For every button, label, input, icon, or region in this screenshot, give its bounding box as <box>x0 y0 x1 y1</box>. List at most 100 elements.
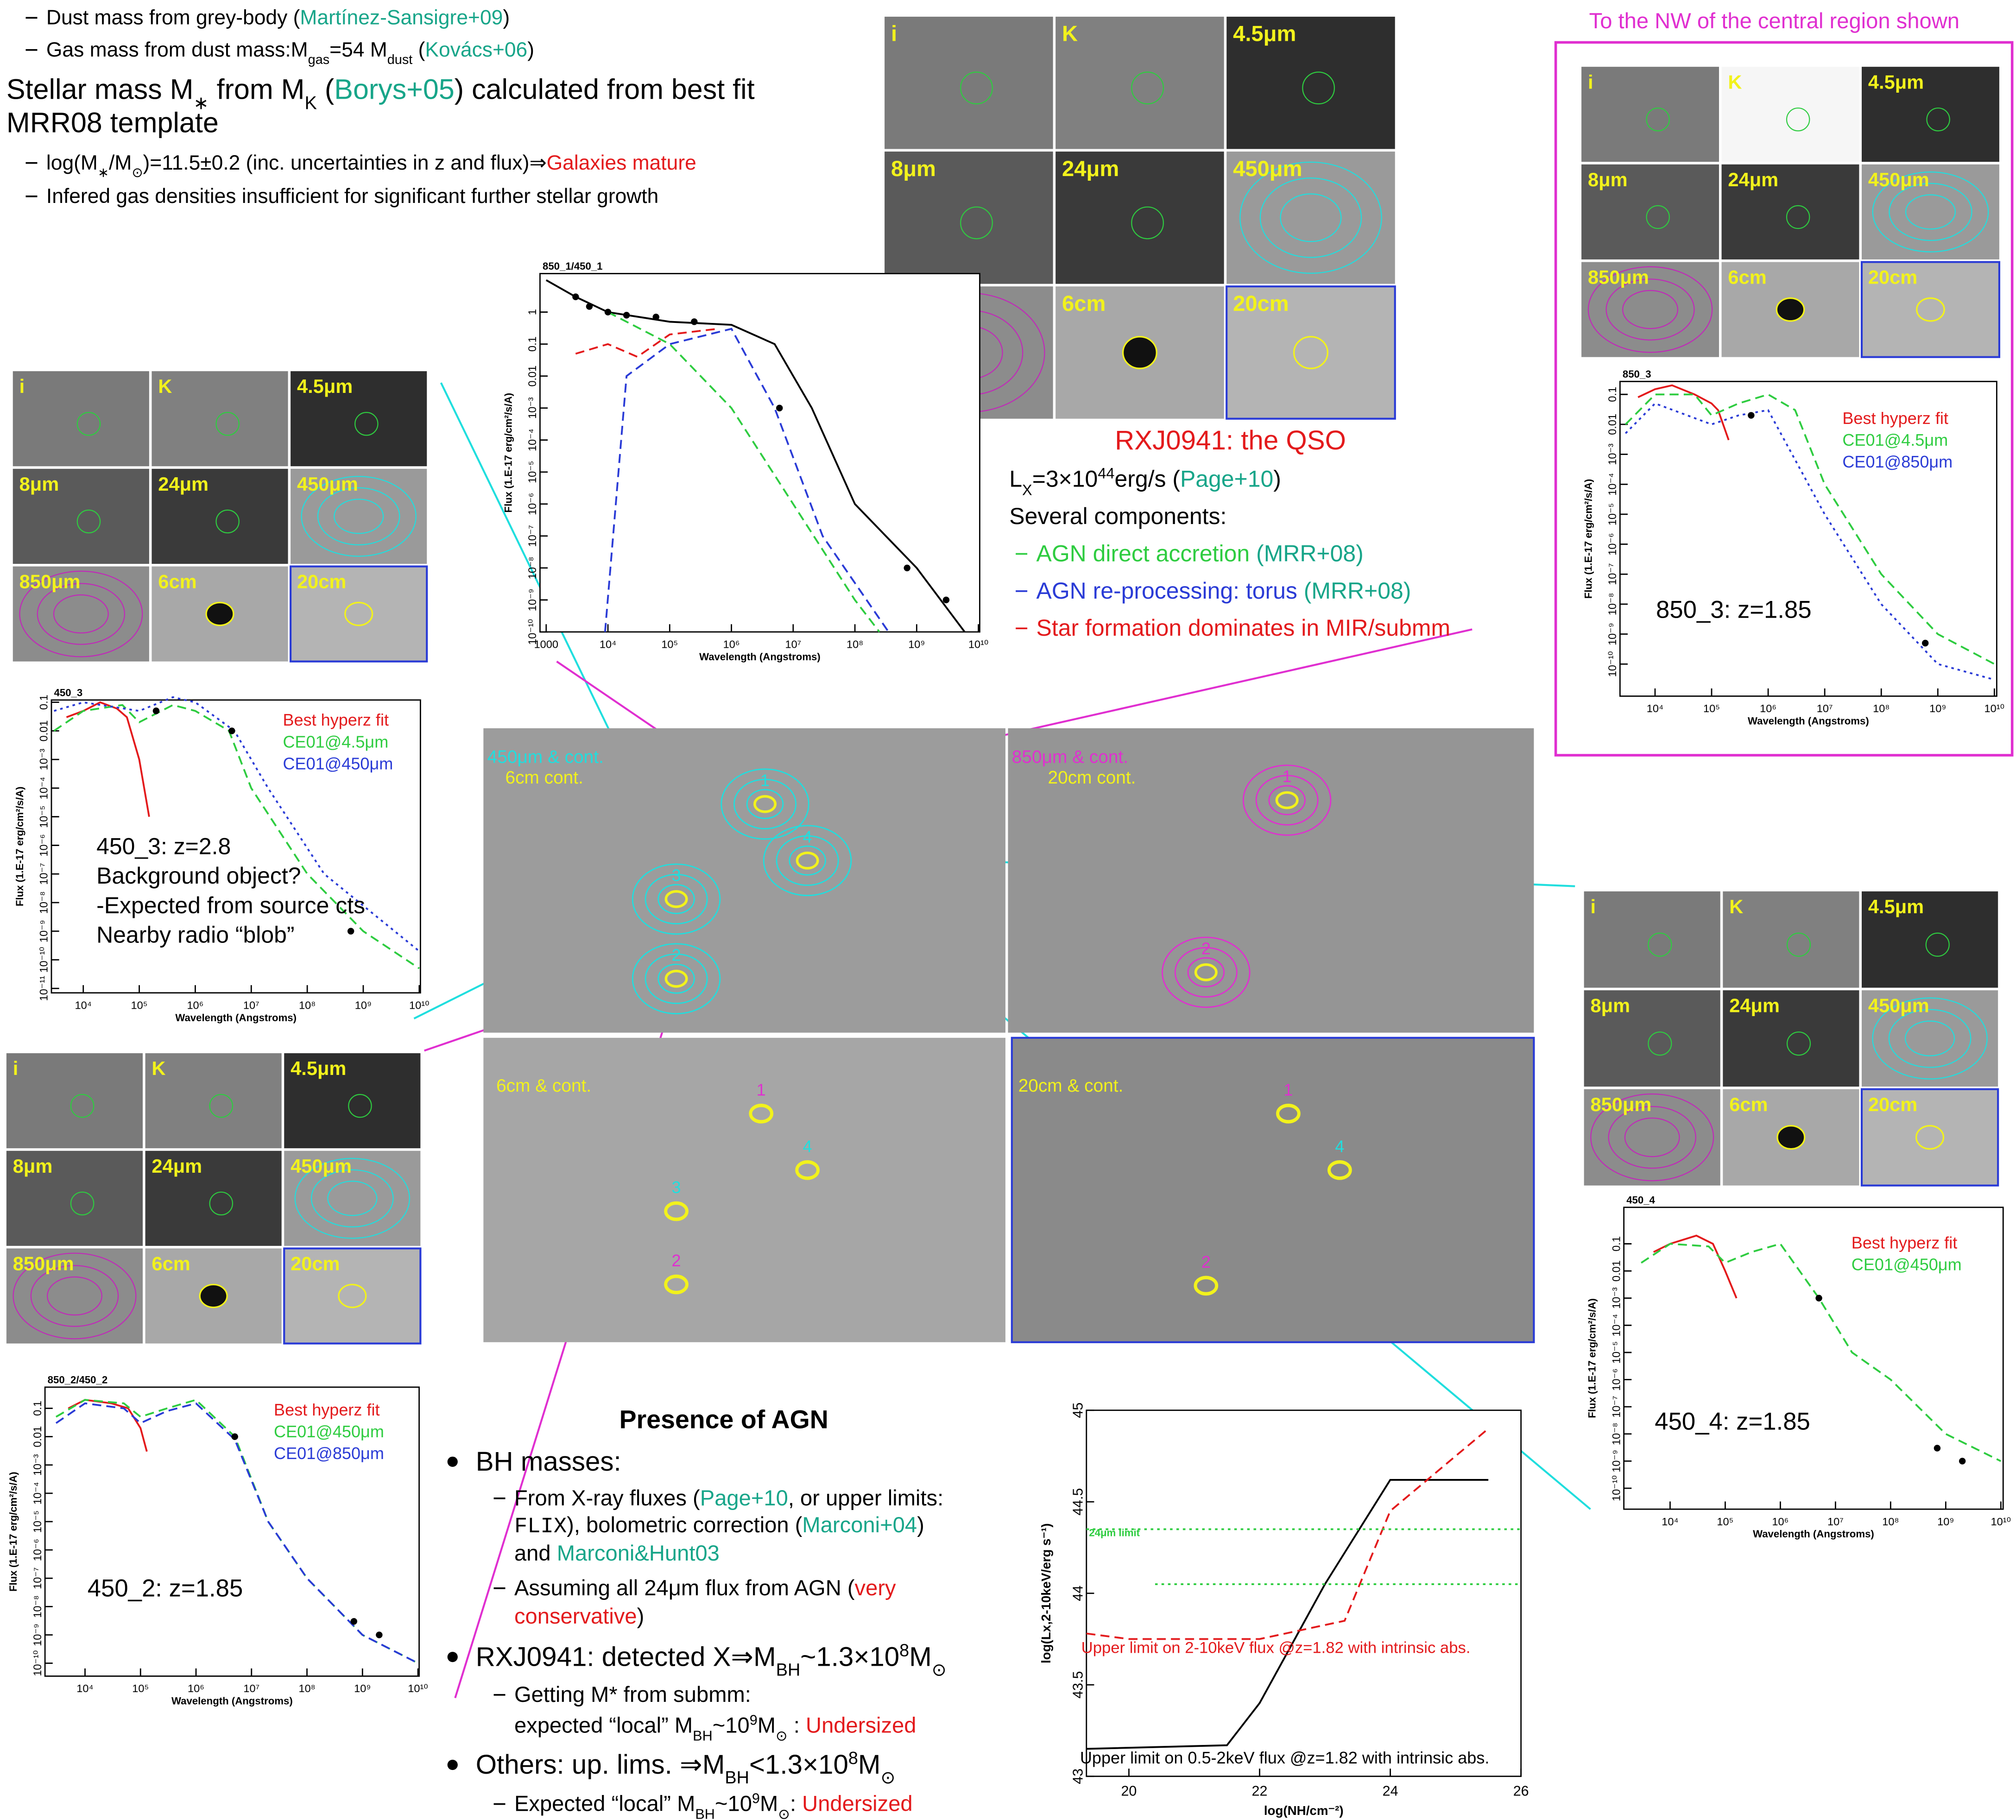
stamp-label: 850μm <box>19 571 81 593</box>
y-tick-label: 10⁻⁴ <box>1606 473 1618 496</box>
data-point <box>604 309 612 316</box>
source-label: 1 <box>760 771 770 790</box>
x-axis-label: Wavelength (Angstroms) <box>1753 1528 1874 1540</box>
y-tick-label: 10⁻⁹ <box>1610 1450 1622 1472</box>
source-label: 1 <box>1283 1081 1293 1100</box>
y-tick-label: 0.1 <box>526 336 538 352</box>
y-tick-label: 10⁻⁹ <box>32 1624 44 1646</box>
radio-contour <box>796 1161 819 1179</box>
text-span: ( <box>317 73 334 105</box>
x-tick-label: 10⁷ <box>1827 1516 1844 1528</box>
contour <box>1587 266 1713 353</box>
chart-title: 850_2/450_2 <box>48 1374 108 1386</box>
text-line: MRR08 template <box>6 107 219 139</box>
data-point <box>1815 1295 1822 1302</box>
map-panel: 850μm & cont.20cm cont. 1 2 <box>1008 728 1534 1033</box>
text-span: Kovács+06 <box>425 38 527 61</box>
x-tick-label: 10⁶ <box>188 1682 204 1694</box>
text-span: ∗ <box>98 165 109 180</box>
y-tick-label: 10⁻⁹ <box>1606 623 1618 645</box>
radio-contour <box>1194 1277 1218 1295</box>
x-tick-label: 10⁷ <box>243 999 259 1011</box>
text-line: log(M∗/M⊙)=11.5±0.2 (inc. uncertainties … <box>46 152 696 180</box>
text-span: K <box>305 93 317 113</box>
contour <box>1268 785 1306 815</box>
text-span: 9 <box>750 1713 758 1728</box>
stamp <box>6 1053 143 1149</box>
x-tick-label: 10⁹ <box>1929 702 1946 714</box>
radio-contour <box>1277 1104 1300 1123</box>
source-label: 4 <box>803 1137 812 1156</box>
stamp <box>13 371 149 467</box>
legend-entry: Best hyperz fit <box>1852 1233 1958 1252</box>
y-tick-label: 10⁻⁴ <box>526 429 538 451</box>
x-tick-label: 10⁹ <box>908 638 925 651</box>
y-tick-label: 43.5 <box>1070 1671 1086 1699</box>
stamp <box>1055 152 1224 284</box>
text-span: Others: up. lims. ⇒M <box>476 1750 725 1780</box>
radio-contour <box>1194 963 1218 981</box>
text-span: M <box>909 1642 932 1672</box>
y-tick-label: 1 <box>526 309 538 315</box>
stamp <box>1860 261 2001 358</box>
data-point <box>652 314 659 321</box>
text-span: BH masses: <box>476 1447 621 1477</box>
text-line: BH masses: <box>476 1447 621 1477</box>
text-line: AGN re-processing: torus (MRR+08) <box>1036 578 1411 604</box>
y-axis-label: Flux (1.E-17 erg/cm²/s/A) <box>1586 1298 1598 1418</box>
text-span: Stellar mass M <box>6 73 194 105</box>
legend-entry: CE01@4.5μm <box>283 732 388 751</box>
stamp <box>284 1150 421 1246</box>
stamp <box>6 1248 143 1344</box>
y-axis-label: Flux (1.E-17 erg/cm²/s/A) <box>7 1472 19 1592</box>
agn-block: BH masses: From X-ray fluxes (Page+10, or… <box>447 1405 947 1820</box>
x-tick-label: 10⁷ <box>1817 702 1833 714</box>
stamp-label: i <box>891 21 897 46</box>
y-tick-label: 0.01 <box>1606 414 1618 435</box>
stamp <box>6 1150 143 1246</box>
text-span: ) <box>637 1604 645 1628</box>
y-tick-label: 10⁻⁸ <box>38 891 50 914</box>
map-label: 450μm & cont. <box>487 747 604 767</box>
y-tick-label: 10⁻⁸ <box>1606 593 1618 616</box>
stamp-label: K <box>1062 21 1078 46</box>
text-line: Stellar mass M∗ from MK (Borys+05) calcu… <box>6 73 755 113</box>
stamp <box>13 468 149 564</box>
stamp <box>1860 1088 1999 1187</box>
stamp-label: 20cm <box>1868 1093 1917 1115</box>
stamp <box>291 371 427 467</box>
map <box>483 1037 1005 1342</box>
bullet-dot <box>447 1759 458 1770</box>
x-tick-label: 10⁸ <box>298 1682 315 1694</box>
stamp <box>290 565 428 663</box>
stamp-label: 4.5μm <box>1868 71 1924 93</box>
chart-title: 850_1/450_1 <box>543 260 603 272</box>
text-span: gas <box>308 52 330 67</box>
data-point <box>623 312 630 319</box>
stamp <box>1723 891 1859 988</box>
annotation: Nearby radio “blob” <box>96 922 294 948</box>
contour <box>776 835 839 886</box>
text-span: Dust mass from grey-body ( <box>46 6 300 29</box>
text-span: ) <box>503 6 510 29</box>
contour <box>1590 1093 1714 1182</box>
source-label: 2 <box>672 946 681 965</box>
map <box>1011 1036 1535 1343</box>
contour <box>199 1283 228 1308</box>
stamp-label: 20cm <box>297 571 346 593</box>
stamp <box>145 1053 282 1149</box>
y-tick-label: 10⁻⁸ <box>1610 1423 1622 1446</box>
series-line <box>1637 384 1730 441</box>
text-span: X <box>1022 482 1032 499</box>
y-tick-label: 10⁻⁸ <box>32 1595 44 1618</box>
contour <box>763 825 852 897</box>
stamp-label: 4.5μm <box>1233 21 1296 46</box>
stamp <box>1055 17 1224 149</box>
stamp <box>145 1150 282 1246</box>
stamp-label: i <box>1591 896 1596 917</box>
stamp <box>885 152 1053 284</box>
x-tick-label: 1000 <box>534 638 558 651</box>
stamp-label: 24μm <box>1062 156 1119 181</box>
x-tick-label: 10¹⁰ <box>1991 1516 2011 1528</box>
chart: 1000 10⁴ 10⁵ 10⁶ 10⁷ 10⁸ 10⁹ 10¹⁰ 1 0.1 0.01 10⁻³ 10… <box>502 260 988 663</box>
